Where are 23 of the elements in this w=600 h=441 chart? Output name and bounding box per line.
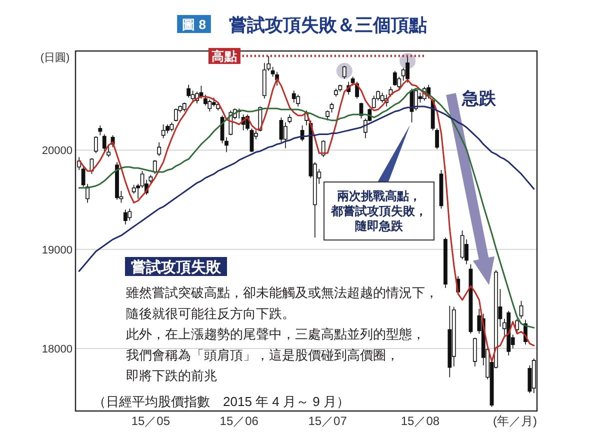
annotation: 隨即急跌 <box>355 219 404 233</box>
annotation: 兩次挑戰高點， <box>337 189 421 203</box>
annotation: 嘗試攻頂失敗 <box>131 259 222 276</box>
caption: 圖 8 <box>182 17 206 32</box>
chart-title: 嘗試攻頂失敗＆三個頂點 <box>229 15 427 35</box>
annotation: 雖然嘗試突破高點，卻未能觸及或無法超越的情況下， <box>126 285 438 300</box>
x-tick-label: 15／05 <box>131 414 170 428</box>
y-tick-label: 20000 <box>42 145 72 158</box>
annotation: 急跌 <box>461 89 497 108</box>
x-axis-title: (年／月) <box>493 414 537 428</box>
y-axis-title: (日圓) <box>40 52 70 64</box>
annotation: 此外，在上漲趨勢的尾聲中，三處高點並列的型態， <box>126 326 425 342</box>
annotation: 即將下跌的前兆 <box>126 368 217 384</box>
y-tick-label: 18000 <box>42 344 72 356</box>
x-tick-label: 15／06 <box>220 414 259 428</box>
annotation: 都嘗試攻頂失敗， <box>330 204 427 218</box>
annotation: 隨後就很可能往反方向下跌。 <box>126 306 295 321</box>
annotation: （日經平均股價指數 2015 年 4 月～ 9 月） <box>93 394 350 409</box>
x-tick-label: 15／08 <box>400 414 440 428</box>
x-tick-label: 15／07 <box>308 414 348 428</box>
annotation: 我們會稱為「頭肩頂」，這是股價碰到高價圈， <box>126 347 399 362</box>
y-tick-label: 19000 <box>42 244 72 256</box>
ref-line-label: 高點 <box>211 48 238 64</box>
